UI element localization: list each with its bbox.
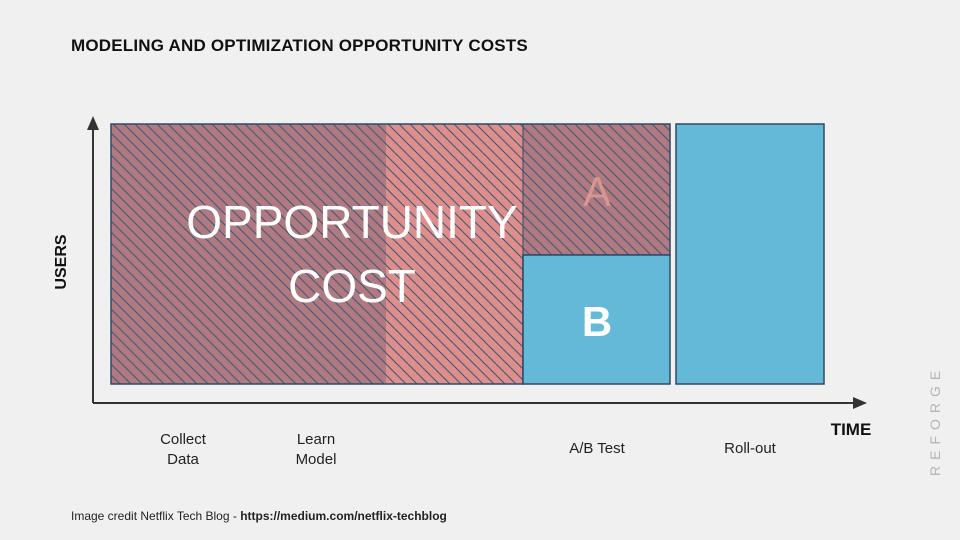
- phase-learn-line2: Model: [296, 451, 337, 468]
- phase-ab-test: A/B Test: [569, 440, 625, 457]
- page-title: MODELING AND OPTIMIZATION OPPORTUNITY CO…: [71, 36, 528, 55]
- brand-text: REFORGE: [927, 365, 943, 476]
- phase-learn-line1: Learn: [297, 431, 335, 448]
- image-credit: Image credit Netflix Tech Blog - https:/…: [71, 509, 447, 523]
- group-a-label: A: [583, 168, 611, 215]
- y-axis-arrowhead: [87, 116, 99, 130]
- x-axis-label: TIME: [831, 420, 872, 439]
- rollout-region: [675, 123, 825, 385]
- brand-logo: REFORGE: [927, 365, 943, 476]
- phase-collect-line2: Data: [167, 451, 199, 468]
- credit-url[interactable]: https://medium.com/netflix-techblog: [240, 509, 447, 523]
- group-b-region: [522, 254, 671, 385]
- phase-collect-line1: Collect: [160, 431, 207, 448]
- opportunity-cost-label-line1: OPPORTUNITY: [186, 196, 517, 248]
- x-axis-arrowhead: [853, 397, 867, 409]
- y-axis-label: USERS: [53, 234, 70, 289]
- group-b-label: B: [582, 298, 612, 345]
- credit-prefix: Image credit Netflix Tech Blog -: [71, 509, 241, 523]
- phase-rollout: Roll-out: [724, 440, 777, 457]
- opportunity-cost-label-line2: COST: [288, 260, 416, 312]
